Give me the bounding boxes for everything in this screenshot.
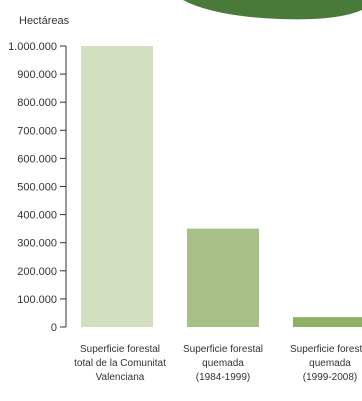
- bars: [81, 46, 362, 327]
- y-tick-label: 400.000: [17, 210, 57, 222]
- y-tick-label: 900.000: [17, 69, 57, 81]
- bar: [187, 228, 259, 327]
- y-tick-label: 700.000: [17, 125, 57, 137]
- category-label: Superficie forestal: [290, 344, 362, 355]
- category-label: Valenciana: [96, 372, 145, 383]
- y-tick-label: 800.000: [17, 97, 57, 109]
- bar: [293, 317, 362, 327]
- y-tick-label: 200.000: [17, 266, 57, 278]
- category-label: quemada: [202, 358, 244, 369]
- bar: [81, 46, 153, 327]
- y-tick-label: 600.000: [17, 153, 57, 165]
- category-label: total de la Comunitat: [74, 358, 166, 369]
- y-tick-label: 300.000: [17, 238, 57, 250]
- category-label: (1984-1999): [196, 372, 250, 383]
- category-label: (1999-2008): [303, 372, 357, 383]
- category-label: Superficie forestal: [80, 344, 160, 355]
- decorative-banner: [183, 0, 362, 20]
- y-tick-label: 500.000: [17, 182, 57, 194]
- y-tick-label: 0: [51, 322, 57, 334]
- category-label: quemada: [309, 358, 351, 369]
- y-tick-label: 1.000.000: [8, 41, 57, 53]
- y-axis-title: Hectáreas: [19, 15, 70, 27]
- y-axis: 0 100.000 200.000 300.000 400.000 500.000 600.…: [8, 41, 67, 334]
- category-labels: Superficie forestal total de la Comunitat…: [74, 344, 362, 383]
- category-label: Superficie forestal: [183, 344, 263, 355]
- y-tick-label: 100.000: [17, 294, 57, 306]
